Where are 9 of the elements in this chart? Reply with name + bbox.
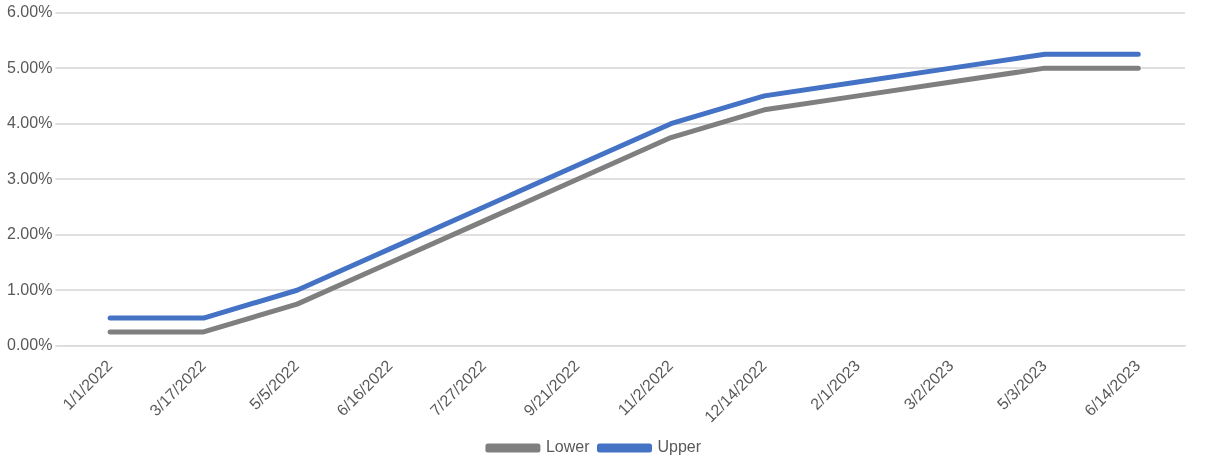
y-tick-label: 5.00% <box>6 58 53 76</box>
y-tick-label: 4.00% <box>6 114 53 132</box>
legend-label: Upper <box>657 438 702 456</box>
y-tick-label: 1.00% <box>6 280 53 298</box>
y-tick-label: 3.00% <box>6 169 53 187</box>
legend-label: Lower <box>545 438 591 456</box>
y-tick-label: 2.00% <box>6 225 53 243</box>
y-tick-label: 6.00% <box>6 3 53 21</box>
y-tick-label: 0.00% <box>6 336 53 354</box>
